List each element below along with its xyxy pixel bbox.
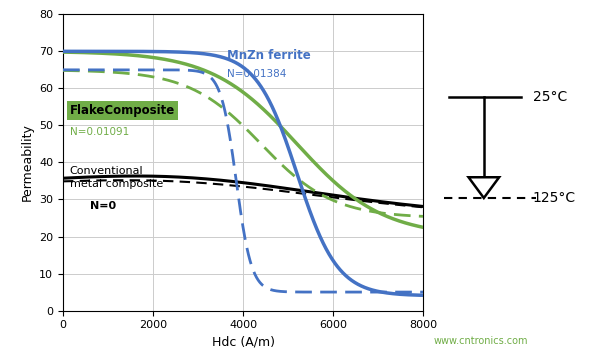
Text: Conventional: Conventional	[70, 166, 143, 176]
Text: N=0: N=0	[90, 201, 116, 211]
Text: 25°C: 25°C	[533, 90, 567, 104]
Text: www.cntronics.com: www.cntronics.com	[433, 336, 528, 346]
Text: 125°C: 125°C	[533, 191, 576, 205]
Y-axis label: Permeability: Permeability	[20, 124, 34, 201]
Text: N=0.01384: N=0.01384	[227, 69, 287, 79]
Text: N=0.01091: N=0.01091	[70, 127, 129, 137]
Text: MnZn ferrite: MnZn ferrite	[227, 49, 311, 62]
Polygon shape	[469, 177, 499, 198]
X-axis label: Hdc (A/m): Hdc (A/m)	[212, 336, 275, 349]
Text: FlakeComposite: FlakeComposite	[70, 104, 175, 117]
Text: metal composite: metal composite	[70, 179, 163, 189]
